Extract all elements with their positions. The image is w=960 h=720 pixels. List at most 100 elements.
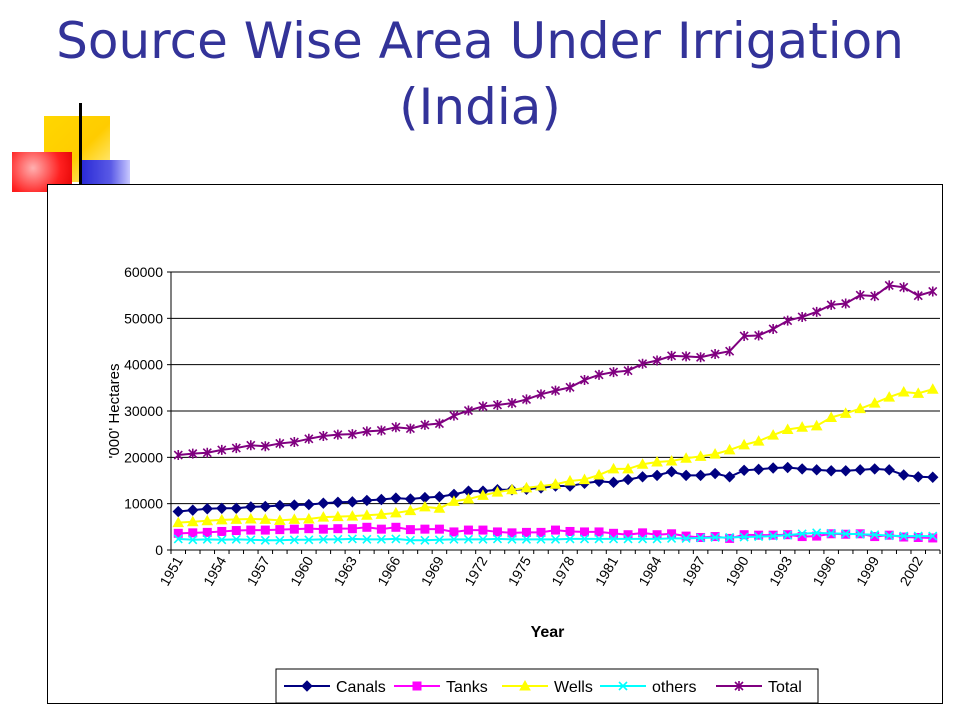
data-point-canals [883, 464, 895, 476]
x-tick-label: 1963 [331, 553, 361, 588]
data-point-canals [898, 469, 910, 481]
data-point-canals [927, 471, 939, 483]
data-point-others [812, 528, 822, 538]
y-tick-label: 50000 [124, 310, 163, 326]
data-point-wells [607, 462, 620, 474]
data-point-canals [665, 465, 678, 478]
data-point-total [304, 433, 314, 444]
data-point-wells [868, 397, 881, 408]
data-point-total [608, 367, 619, 378]
data-point-others [333, 534, 343, 544]
x-tick-label: 1975 [505, 553, 535, 588]
data-point-wells [636, 458, 649, 469]
data-point-total [449, 410, 459, 421]
data-point-total [696, 352, 706, 363]
data-point-wells [549, 478, 562, 489]
data-point-wells [448, 495, 460, 506]
data-point-canals [332, 496, 344, 508]
data-point-canals [622, 473, 634, 486]
data-point-wells [477, 489, 489, 500]
data-point-tanks [492, 527, 502, 537]
data-point-total [710, 349, 720, 360]
data-point-others [594, 534, 604, 544]
x-tick-label: 1993 [766, 553, 796, 588]
data-point-total [884, 280, 894, 291]
data-point-others [536, 534, 546, 544]
data-point-others [783, 530, 793, 540]
data-point-tanks [217, 526, 227, 536]
data-point-canals [274, 499, 286, 512]
data-point-wells [506, 483, 518, 495]
data-point-tanks [463, 525, 473, 535]
data-point-canals [201, 503, 213, 515]
data-point-total [594, 369, 604, 380]
data-point-total [783, 315, 793, 326]
data-point-others [420, 535, 430, 545]
data-point-canals [404, 493, 417, 505]
y-axis-title: '000' Hectares [106, 364, 123, 459]
x-tick-label: 1954 [200, 553, 230, 588]
data-point-others [434, 535, 444, 545]
data-point-others [478, 534, 488, 544]
legend-marker-total [734, 681, 744, 691]
series-wells [172, 383, 939, 528]
data-point-tanks [580, 527, 590, 537]
data-point-others [463, 534, 474, 544]
x-tick-label: 1984 [635, 553, 665, 588]
data-point-others [376, 534, 386, 544]
data-point-wells [651, 455, 663, 467]
x-axis-title: Year [531, 624, 565, 641]
data-point-tanks [521, 527, 531, 537]
data-point-total [463, 405, 474, 416]
data-point-canals [346, 496, 359, 508]
legend-label-tanks: Tanks [446, 679, 488, 696]
legend-label-others: others [652, 679, 696, 696]
data-point-others [173, 534, 183, 544]
data-point-canals [303, 498, 315, 511]
data-point-others [188, 535, 198, 545]
data-point-total [188, 448, 198, 459]
data-point-others [739, 532, 749, 542]
data-point-total [275, 438, 285, 449]
data-point-total [246, 440, 256, 451]
x-tick-label: 1981 [592, 553, 622, 588]
data-point-wells [709, 448, 721, 459]
data-point-others [754, 531, 764, 542]
data-point-others [884, 531, 894, 541]
data-point-tanks [594, 527, 604, 537]
data-point-tanks [609, 528, 619, 538]
data-point-canals [433, 491, 446, 503]
data-point-tanks [362, 522, 372, 532]
data-point-canals [723, 471, 736, 483]
data-point-wells [491, 486, 504, 497]
data-point-total [841, 298, 851, 309]
slide-title: Source Wise Area Under Irrigation (India… [0, 8, 960, 140]
data-point-total [667, 350, 677, 361]
data-point-others [913, 531, 923, 541]
x-tick-label: 1972 [461, 553, 491, 588]
data-point-tanks [536, 527, 546, 537]
data-point-canals [317, 497, 330, 509]
data-point-canals [361, 494, 373, 507]
data-point-others [579, 534, 590, 544]
data-point-wells [796, 421, 809, 432]
data-point-total [637, 358, 648, 369]
data-point-wells [912, 387, 925, 398]
data-point-total [347, 429, 357, 440]
data-point-total [507, 398, 517, 409]
data-point-others [608, 534, 619, 544]
data-point-others [899, 531, 909, 541]
data-point-wells [665, 455, 678, 466]
data-point-wells [230, 513, 243, 524]
data-point-total [928, 286, 938, 297]
data-point-total [217, 444, 227, 455]
x-tick-label: 1978 [548, 553, 578, 588]
data-point-wells [172, 516, 185, 528]
data-point-tanks [289, 524, 299, 534]
legend-marker-tanks [412, 681, 422, 691]
data-point-tanks [376, 524, 386, 534]
data-point-others [275, 535, 285, 545]
x-tick-label: 1951 [156, 553, 186, 588]
data-point-tanks [870, 532, 880, 542]
data-point-wells [752, 435, 765, 446]
